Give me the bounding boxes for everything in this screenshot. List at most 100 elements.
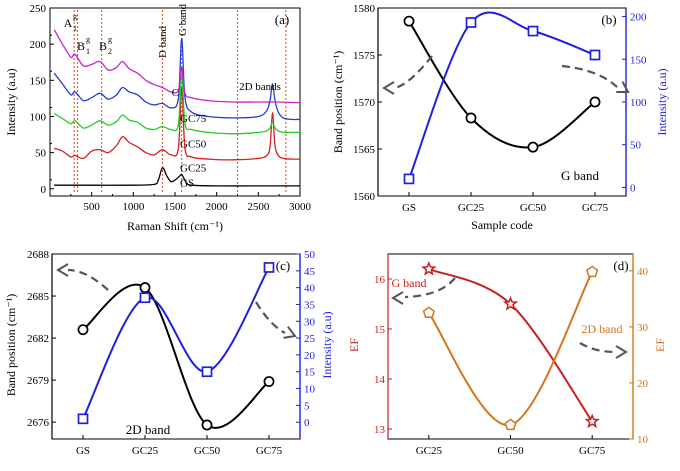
panel-a-xtick-label: 2000 [206, 201, 229, 213]
panel-b-ytick-left-label: 1580 [353, 3, 376, 15]
panel-c-ytick-right-label: 45 [304, 266, 316, 278]
panel-b-series-intensity-line [408, 11, 596, 180]
panel-b-ytick-right-label: 50 [630, 140, 642, 152]
panel-b-xlabel: Sample code [471, 218, 533, 232]
panel-b-ylabel: Band position (cm⁻¹) [331, 51, 345, 154]
panel-a-peak-label-sup: g [73, 12, 77, 21]
panel-b-ytick-right-label: 0 [630, 182, 636, 194]
panel-c-ytick-right-label: 35 [304, 299, 316, 311]
panel-d-ylabel-right: EF [653, 338, 667, 352]
panel-a-peak-label-sub: 1 [73, 24, 77, 33]
panel-d-arrow-right-head [615, 345, 628, 359]
panel-a-g-band-label: G band [177, 3, 189, 36]
panel-d-arrow-left-head [391, 291, 404, 305]
panel-c-ytick-right-label: 25 [304, 333, 316, 345]
panel-a-ytick-label: 200 [30, 39, 47, 51]
panel-a-peak-label: B [99, 39, 107, 53]
panel-b-arrow-right [561, 64, 619, 89]
panel-a-tag: (a) [275, 12, 289, 27]
panel-a-ytick-label: 150 [30, 75, 47, 87]
panel-d-series-g-band-line [428, 268, 594, 423]
panel-b-series-band-position-marker [527, 141, 539, 153]
panel-c-arrow-left-head [56, 263, 69, 277]
panel-b-ytick-left-label: 1560 [353, 191, 376, 203]
panel-a-peak-label: B [77, 39, 85, 53]
panel-d-ytick-left-label: 15 [374, 324, 386, 336]
panel-c-ytick-right-label: 40 [304, 283, 316, 295]
panel-a-2d-bands-label: 2D bands [239, 81, 281, 93]
panel-b-tag: (b) [601, 12, 616, 27]
panel-d-annotation-2d-band: 2D band [582, 322, 623, 336]
panel-a-xtick-label: 1500 [164, 201, 187, 213]
panel-a-series-gs [54, 167, 300, 187]
panel-b-ytick-right-label: 150 [630, 54, 647, 66]
panel-c-series-intensity-line [82, 266, 270, 420]
panel-d-series-2d-band-line [427, 271, 594, 427]
panel-b-series-intensity-marker [465, 17, 477, 28]
panel-b-arrow-left [394, 55, 433, 90]
panel-d-tag: (d) [613, 258, 628, 273]
panel-b-series-intensity-marker [403, 173, 415, 185]
panel-c-series-band-position-marker [263, 376, 275, 387]
panel-a-xtick-label: 500 [83, 201, 100, 213]
panel-c-annotation: 2D band [126, 422, 171, 437]
panel-d-xtick-label: GC50 [497, 445, 524, 457]
panel-b-xtick-label: GC75 [582, 202, 609, 214]
panel-d-ytick-right-label: 40 [637, 266, 649, 278]
panel-c-ytick-right-label: 5 [304, 400, 310, 412]
panel-b-series-band-position-marker [403, 15, 415, 27]
panel-c-series-band-position-marker [201, 419, 213, 431]
panel-a-series-label: GS [180, 178, 194, 190]
panel-c-ytick-right-label: 50 [304, 249, 316, 261]
panel-b-series-intensity-marker [527, 25, 539, 37]
panel-c-arrow-right [255, 301, 286, 334]
panel-b-ytick-right-label: 100 [630, 97, 647, 109]
panel-c-ytick-right-label: 0 [304, 417, 310, 429]
panel-c-ytick-left-label: 2688 [27, 249, 50, 261]
panel-d-series-g-band-marker [584, 413, 600, 429]
panel-a-peak-label: A [64, 16, 73, 30]
panel-b-series-band-position-line [408, 20, 596, 149]
panel-d-arrow-left [404, 277, 456, 299]
panel-c-ylabel-right: Intensity (a.u) [320, 311, 334, 378]
panel-c-ytick-right-label: 20 [304, 350, 316, 362]
panel-a-series-gc50 [53, 72, 300, 135]
panel-a-series-label: GC50 [180, 139, 207, 151]
panel-b-annotation: G band [561, 168, 599, 183]
panel-c-tag: (c) [276, 258, 290, 273]
panel-a-series-gc25 [53, 86, 301, 161]
panel-b-ytick-right-label: 200 [630, 12, 647, 24]
panel-d-ytick-left-label: 13 [374, 424, 386, 436]
panel-b-arrow-left-head [382, 81, 395, 95]
panel-d-ytick-left-label: 16 [374, 274, 386, 286]
panel-c-series-intensity-marker [263, 262, 275, 273]
panel-a-ytick-label: 100 [30, 111, 47, 123]
panel-c-ylabel: Band position (cm⁻¹) [4, 294, 18, 397]
panel-a-xtick-label: 2500 [247, 201, 270, 213]
panel-c-ytick-left-label: 2682 [27, 333, 49, 345]
panel-b-xtick-label: GC25 [458, 202, 485, 214]
panel-c-series-intensity-marker [201, 366, 213, 378]
panel-c-arrow-right-head [283, 326, 297, 339]
panel-c-ytick-left-label: 2676 [27, 417, 50, 429]
panel-c-ytick-right-label: 10 [304, 384, 316, 396]
panel-d-ytick-right-label: 10 [637, 434, 649, 446]
panel-b-series-band-position-marker [465, 112, 477, 124]
panel-a-peak-label-sup: g [108, 35, 112, 44]
panel-b-series-intensity-marker [589, 49, 601, 61]
panel-d-ylabel: EF [347, 338, 361, 352]
panel-c-series-band-position-marker [77, 324, 89, 336]
panel-b-ylabel-right: Intensity (a.u) [655, 68, 669, 135]
panel-a-xlabel: Raman Shift (cm⁻¹) [127, 219, 223, 233]
panel-d-series-g-band-marker [502, 295, 519, 311]
panel-a-series-label: GC25 [180, 162, 207, 174]
panel-d-arrow-right [579, 342, 616, 354]
panel-d-ytick-right-label: 30 [637, 322, 649, 334]
panel-d-series-2d-band-marker [422, 306, 435, 319]
panel-a-peak-label-sup: g [86, 35, 90, 44]
panel-d-series-g-band-marker [421, 260, 437, 276]
panel-b-ytick-left-label: 1575 [353, 50, 376, 62]
panel-a-d-band-label: D band [157, 25, 169, 58]
panel-a-xtick-label: 1000 [122, 201, 145, 213]
